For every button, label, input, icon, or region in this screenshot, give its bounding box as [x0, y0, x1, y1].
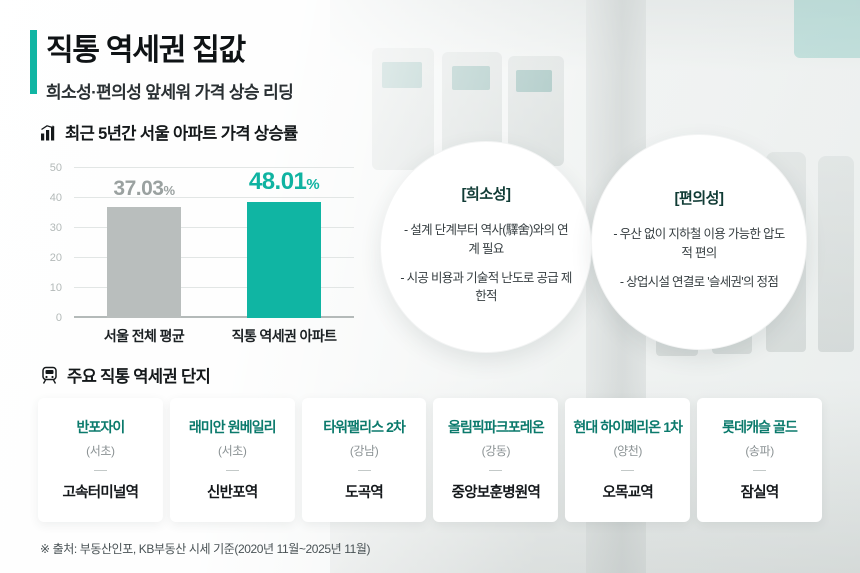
- title-accent-bar: [30, 30, 37, 94]
- convenience-bubble: [편의성] - 우산 없이 지하철 이용 가능한 압도적 편의 - 상업시설 연…: [591, 134, 807, 350]
- complex-station: 잠실역: [740, 485, 780, 501]
- bar-value: 37.03: [113, 176, 164, 200]
- card-divider: [621, 470, 635, 471]
- page-title: 직통 역세권 집값: [46, 34, 246, 67]
- x-axis-baseline: [74, 316, 354, 318]
- complex-district: (송파): [745, 444, 774, 458]
- bar-value-label: 48.01%: [248, 168, 320, 196]
- complex-district: (서초): [86, 444, 115, 458]
- bar-station-apartments: [247, 202, 321, 318]
- complex-card-hyundai-hyperion-1: 현대 하이페리온 1차 (양천) 오목교역: [565, 398, 691, 522]
- x-label-seoul-average: 서울 전체 평균: [103, 328, 185, 344]
- complex-district: (강동): [481, 444, 511, 458]
- complex-station: 고속터미널역: [62, 485, 139, 501]
- x-label-station-apartments: 직통 역세권 아파트: [231, 328, 337, 344]
- chart-section-heading: 최근 5년간 서울 아파트 가격 상승률: [40, 120, 298, 144]
- page-subtitle: 희소성·편의성 앞세워 가격 상승 리딩: [46, 83, 294, 102]
- complex-name: 반포자이: [76, 419, 125, 435]
- complex-station: 신반포역: [206, 485, 258, 501]
- gridline: [74, 257, 354, 258]
- bar-slots: 37.03% 48.01%: [74, 168, 354, 318]
- complex-cards: 반포자이 (서초) 고속터미널역 래미안 원베일리 (서초) 신반포역 타워팰리…: [38, 398, 822, 522]
- header: 직통 역세권 집값 희소성·편의성 앞세워 가격 상승 리딩: [30, 25, 294, 103]
- percent-unit: %: [163, 182, 175, 198]
- card-divider: [489, 470, 503, 471]
- scarcity-bubble: [희소성] - 설계 단계부터 역사(驛舍)와의 연계 필요 - 시공 비용과 …: [380, 141, 592, 353]
- scarcity-point: - 설계 단계부터 역사(驛舍)와의 연계 필요: [404, 223, 569, 256]
- y-tick: 30: [49, 222, 62, 234]
- complex-district: (강남): [349, 444, 379, 458]
- gridline: [74, 227, 354, 228]
- complex-district: (양천): [613, 444, 642, 458]
- complex-card-raemian-onebailey: 래미안 원베일리 (서초) 신반포역: [169, 398, 295, 522]
- bar-group-station-apartments: 48.01%: [214, 168, 354, 318]
- bar-value-label: 37.03%: [113, 176, 175, 201]
- card-divider: [357, 470, 371, 471]
- source-note: ※ 출처: 부동산인포, KB부동산 시세 기준(2020년 11월~2025년…: [40, 542, 371, 556]
- complex-name: 올림픽파크포레온: [447, 419, 545, 435]
- complex-name: 롯데캐슬 골드: [722, 419, 798, 435]
- bar-chart-icon: [40, 124, 57, 141]
- complex-station: 도곡역: [345, 485, 384, 501]
- convenience-point: - 상업시설 연결로 '슬세권'의 정점: [619, 274, 779, 289]
- complex-name: 타워팰리스 2차: [323, 419, 406, 435]
- card-divider: [753, 470, 767, 471]
- y-tick: 40: [49, 192, 62, 204]
- convenience-bubble-title: [편의성]: [674, 190, 724, 208]
- bar-seoul-average: [107, 206, 181, 318]
- y-tick: 0: [55, 312, 62, 324]
- complex-card-banpo-xi: 반포자이 (서초) 고속터미널역: [38, 398, 163, 522]
- complex-station: 중앙보훈병원역: [451, 485, 541, 501]
- complex-name: 현대 하이페리온 1차: [573, 419, 683, 435]
- y-tick: 50: [49, 162, 62, 174]
- chart-title: 최근 5년간 서울 아파트 가격 상승률: [65, 125, 298, 143]
- gridline: [74, 197, 354, 198]
- chart-y-axis: 50 40 30 20 10 0: [38, 162, 66, 324]
- card-divider: [225, 470, 239, 471]
- complex-district: (서초): [218, 444, 247, 458]
- complex-card-olympic-park-foreon: 올림픽파크포레온 (강동) 중앙보훈병원역: [433, 398, 559, 522]
- scarcity-bubble-title: [희소성]: [461, 186, 511, 203]
- gridline: [74, 287, 354, 288]
- chart-x-axis: 서울 전체 평균 직통 역세권 아파트: [74, 326, 354, 346]
- bar-value: 48.01: [248, 168, 307, 195]
- complex-name: 래미안 원베일리: [188, 419, 277, 435]
- gridline: [74, 167, 354, 168]
- bar-group-seoul-average: 37.03%: [74, 168, 214, 318]
- scarcity-point: - 시공 비용과 기술적 난도로 공급 제한적: [400, 270, 572, 304]
- subway-icon: [40, 366, 59, 385]
- percent-unit: %: [306, 177, 320, 193]
- y-tick: 10: [49, 282, 62, 294]
- y-tick: 20: [49, 252, 62, 264]
- complexes-section-heading: 주요 직통 역세권 단지: [40, 363, 211, 387]
- card-divider: [93, 470, 107, 471]
- complex-card-lotte-castle-gold: 롯데캐슬 골드 (송파) 잠실역: [697, 398, 822, 522]
- complexes-heading-text: 주요 직통 역세권 단지: [67, 368, 211, 386]
- complex-station: 오목교역: [602, 485, 653, 501]
- bar-chart-plot: 37.03% 48.01%: [74, 167, 354, 318]
- convenience-point: - 우산 없이 지하철 이용 가능한 압도적 편의: [613, 227, 785, 261]
- complex-card-tower-palace-2: 타워팰리스 2차 (강남) 도곡역: [301, 398, 427, 522]
